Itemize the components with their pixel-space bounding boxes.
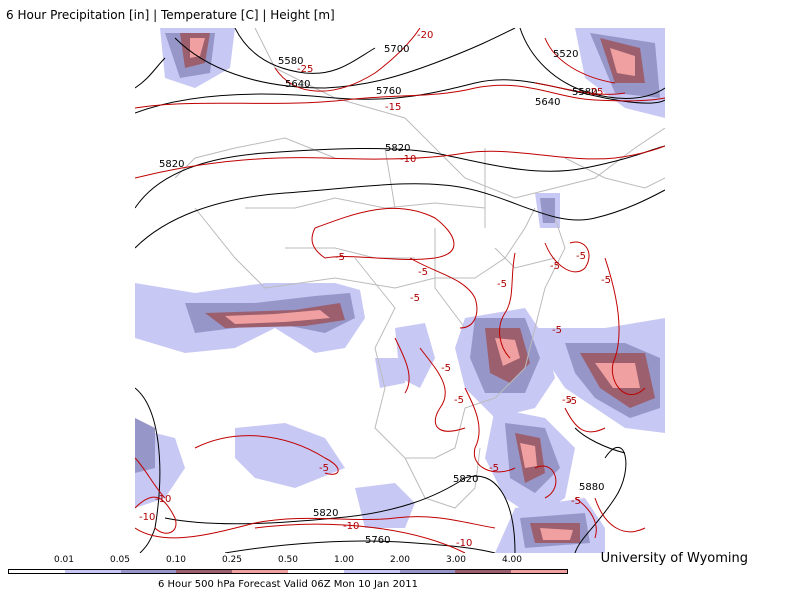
legend-tick: 4.00 bbox=[501, 555, 523, 565]
height-label: 5580 bbox=[278, 56, 303, 67]
temperature-label: -5 bbox=[418, 267, 428, 278]
temperature-label: -5 bbox=[489, 463, 499, 474]
temperature-label: -20 bbox=[417, 30, 433, 41]
credit-label: University of Wyoming bbox=[600, 551, 748, 566]
legend-tick: 3.00 bbox=[445, 555, 467, 565]
temperature-label: -5 bbox=[576, 251, 586, 262]
legend-swatch bbox=[455, 570, 512, 573]
legend-tick: 0.10 bbox=[165, 555, 187, 565]
height-label: 5700 bbox=[384, 44, 409, 55]
temperature-label: -15 bbox=[385, 102, 401, 113]
legend-swatch bbox=[287, 570, 344, 573]
height-label: 5760 bbox=[376, 86, 401, 97]
temperature-label: -10 bbox=[343, 521, 359, 532]
temperature-label: -10 bbox=[400, 154, 416, 165]
temperature-label: -5 bbox=[319, 463, 329, 474]
precip-very-heavy-areas bbox=[190, 38, 640, 540]
temperature-label: -25 bbox=[297, 64, 313, 75]
temperature-label: -5 bbox=[335, 252, 345, 263]
legend-swatch bbox=[399, 570, 456, 573]
height-label: 5820 bbox=[453, 474, 478, 485]
height-label: 5820 bbox=[385, 143, 410, 154]
temperature-contour-labels: -25 -20 -15 -10 -25 -5 -5 -5 -5 -5 -5 -5… bbox=[139, 30, 611, 549]
forecast-caption: 6 Hour 500 hPa Forecast Valid 06Z Mon 10… bbox=[157, 579, 419, 590]
legend-tick: 0.01 bbox=[53, 555, 75, 565]
height-label: 5640 bbox=[535, 97, 560, 108]
legend-swatch bbox=[64, 570, 121, 573]
precip-legend: 0.01 0.05 0.10 0.25 0.50 1.00 2.00 3.00 … bbox=[8, 552, 568, 598]
legend-color-bar bbox=[8, 569, 568, 574]
legend-tick: 1.00 bbox=[333, 555, 355, 565]
forecast-map: 5580 5640 5700 5760 5820 5520 5640 5580 … bbox=[135, 28, 665, 553]
legend-swatch bbox=[232, 570, 288, 573]
temperature-label: -5 bbox=[567, 396, 577, 407]
legend-tick-labels: 0.01 0.05 0.10 0.25 0.50 1.00 2.00 3.00 … bbox=[8, 555, 568, 567]
height-label: 5880 bbox=[579, 482, 604, 493]
legend-swatch bbox=[176, 570, 233, 573]
height-contours bbox=[135, 28, 665, 553]
height-contour-labels: 5580 5640 5700 5760 5820 5520 5640 5580 … bbox=[159, 44, 604, 546]
legend-swatch bbox=[120, 570, 177, 573]
legend-swatch bbox=[343, 570, 400, 573]
legend-tick: 0.25 bbox=[221, 555, 243, 565]
temperature-label: -10 bbox=[139, 512, 155, 523]
height-label: 5520 bbox=[553, 49, 578, 60]
height-label: 5820 bbox=[159, 159, 184, 170]
temperature-label: -5 bbox=[410, 293, 420, 304]
temperature-label: -5 bbox=[571, 496, 581, 507]
temperature-label: -5 bbox=[497, 279, 507, 290]
height-label: 5580 bbox=[572, 87, 597, 98]
temperature-label: -5 bbox=[601, 275, 611, 286]
legend-swatch bbox=[511, 570, 567, 573]
legend-tick: 0.50 bbox=[277, 555, 299, 565]
temperature-label: -5 bbox=[454, 395, 464, 406]
height-label: 5640 bbox=[285, 79, 310, 90]
temperature-label: -10 bbox=[155, 494, 171, 505]
temperature-label: -10 bbox=[456, 538, 472, 549]
temperature-label: -5 bbox=[552, 325, 562, 336]
legend-tick: 2.00 bbox=[389, 555, 411, 565]
temperature-label: -5 bbox=[550, 261, 560, 272]
legend-swatch bbox=[9, 570, 65, 573]
height-label: 5760 bbox=[365, 535, 390, 546]
temperature-label: -5 bbox=[441, 363, 451, 374]
height-label: 5820 bbox=[313, 508, 338, 519]
temperature-label: -5 bbox=[562, 395, 572, 406]
map-canvas: 5580 5640 5700 5760 5820 5520 5640 5580 … bbox=[135, 28, 665, 553]
temperature-contours bbox=[135, 28, 665, 553]
temperature-label: -25 bbox=[587, 87, 603, 98]
legend-tick: 0.05 bbox=[109, 555, 131, 565]
chart-title: 6 Hour Precipitation [in] | Temperature … bbox=[6, 8, 335, 22]
